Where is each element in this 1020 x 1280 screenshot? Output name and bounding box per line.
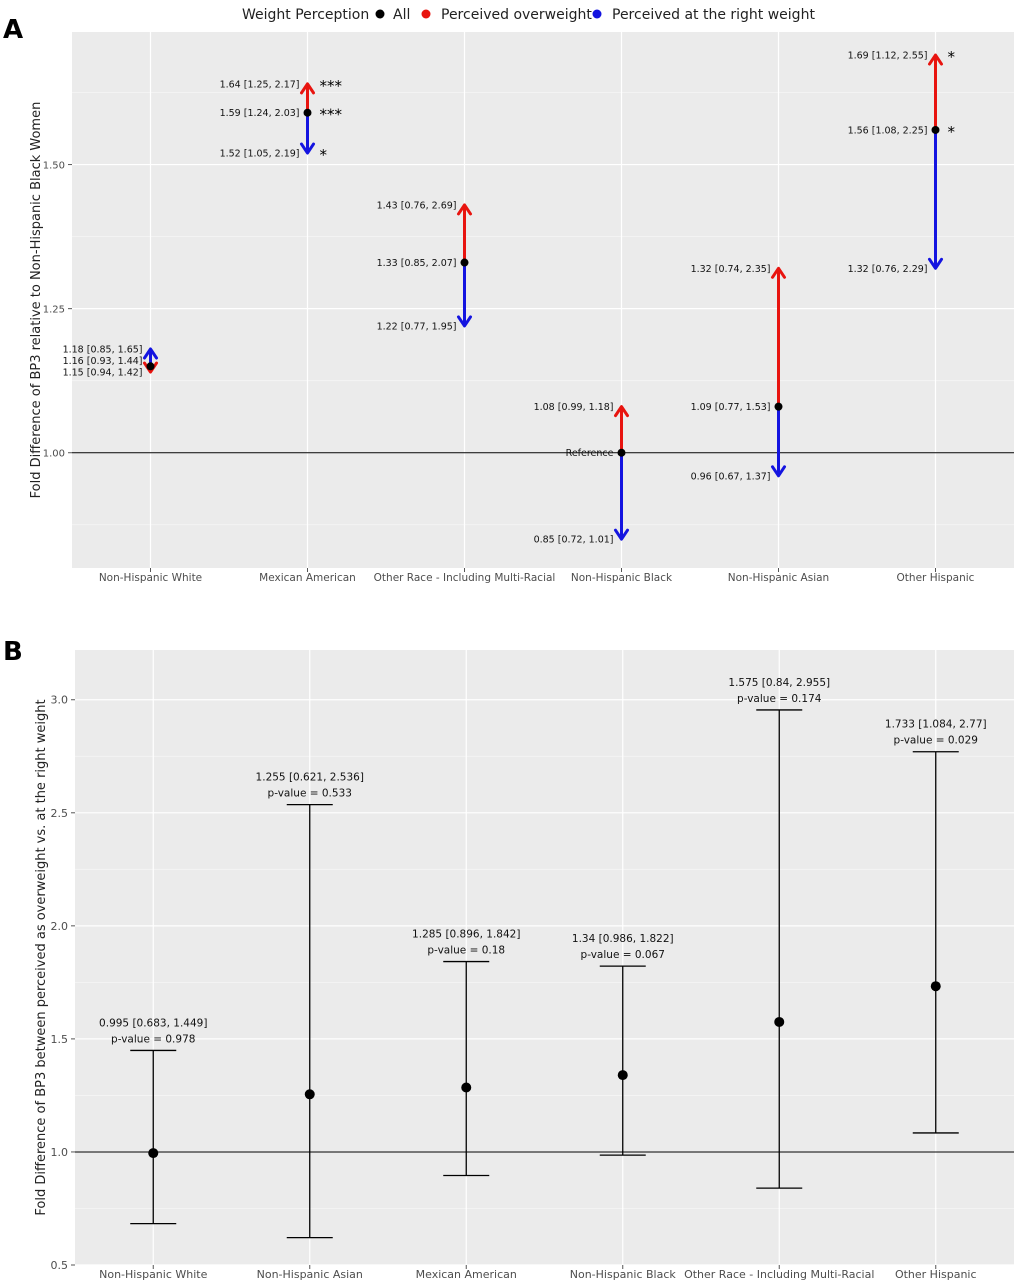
legend-marker-right-weight bbox=[592, 9, 602, 19]
panel-a-all-point bbox=[774, 402, 783, 411]
panel-a-significance-stars: * bbox=[948, 48, 956, 66]
panel-a-data-label: 1.32 [0.74, 2.35] bbox=[691, 264, 771, 275]
panel-b-ci-label: 1.575 [0.84, 2.955] bbox=[728, 677, 830, 689]
panel-a-data-label: 1.59 [1.24, 2.03] bbox=[220, 108, 300, 119]
panel-a-significance-stars: *** bbox=[320, 106, 343, 124]
legend-marker-all bbox=[375, 9, 385, 19]
panel-a-right-weight-arrow-head bbox=[300, 142, 315, 155]
panel-label-b: B bbox=[3, 637, 23, 667]
panel-a-significance-stars: * bbox=[320, 146, 328, 164]
panel-b-ci-label: 0.995 [0.683, 1.449] bbox=[99, 1017, 207, 1029]
panel-a-data-label: 1.15 [0.94, 1.42] bbox=[63, 368, 143, 379]
panel-b-estimate-point bbox=[617, 1070, 628, 1081]
panel-b-p-value-label: p-value = 0.18 bbox=[427, 945, 505, 957]
panel-a-overweight-arrow-head bbox=[457, 203, 472, 216]
panel-b-y-axis-title: Fold Difference of BP3 between perceived… bbox=[34, 699, 49, 1215]
panel-b-x-tick-label: Other Hispanic bbox=[895, 1268, 977, 1280]
panel-a-data-label: 1.56 [1.08, 2.25] bbox=[848, 125, 928, 136]
panel-a-y-tick-label: 1.25 bbox=[43, 305, 65, 316]
panel-a-right-weight-arrow-head bbox=[614, 528, 629, 541]
panel-a-data-label: 1.33 [0.85, 2.07] bbox=[377, 258, 457, 269]
panel-a-right-weight-arrow-head bbox=[771, 465, 786, 478]
legend: Weight Perception All Perceived overweig… bbox=[242, 7, 815, 23]
panel-b-estimate-point bbox=[304, 1089, 315, 1100]
panel-b-estimate-point bbox=[461, 1082, 472, 1093]
legend-label-right-weight: Perceived at the right weight bbox=[612, 7, 815, 23]
panel-a-significance-stars: * bbox=[948, 123, 956, 141]
panel-b-y-tick-label: 1.5 bbox=[51, 1033, 69, 1046]
panel-a-data-label: Reference bbox=[566, 448, 614, 459]
panel-a-y-axis-title: Fold Difference of BP3 relative to Non-H… bbox=[29, 102, 44, 499]
panel-a-right-weight-arrow-head bbox=[143, 347, 158, 360]
panel-a-data-label: 1.22 [0.77, 1.95] bbox=[377, 321, 457, 332]
panel-a-right-weight-arrow-head bbox=[457, 315, 472, 328]
panel-b-y-tick-label: 1.0 bbox=[51, 1146, 69, 1159]
panel-b-estimate-point bbox=[930, 981, 941, 992]
panel-b-estimate-point bbox=[148, 1148, 159, 1159]
legend-title: Weight Perception bbox=[242, 7, 369, 23]
panel-a-y-tick-label: 1.00 bbox=[43, 449, 65, 460]
legend-label-all: All bbox=[393, 7, 410, 23]
panel-a-x-tick-label: Non-Hispanic Black bbox=[571, 572, 673, 584]
panel-a-all-point bbox=[931, 125, 940, 134]
panel-b-x-tick-label: Mexican American bbox=[416, 1268, 517, 1280]
panel-a-data-label: 1.16 [0.93, 1.44] bbox=[63, 356, 143, 367]
panel-a-data-label: 0.85 [0.72, 1.01] bbox=[534, 535, 614, 546]
panel-a-data-label: 1.09 [0.77, 1.53] bbox=[691, 402, 771, 413]
panel-a-overweight-arrow-head bbox=[771, 266, 786, 279]
panel-a-x-tick-label: Other Race - Including Multi-Racial bbox=[374, 572, 556, 584]
panel-b-ci-label: 1.733 [1.084, 2.77] bbox=[885, 719, 987, 731]
panel-b-p-value-label: p-value = 0.978 bbox=[111, 1033, 195, 1045]
panel-a-data-label: 1.43 [0.76, 2.69] bbox=[377, 200, 457, 211]
panel-b-estimate-point bbox=[774, 1016, 785, 1027]
panel-b-ci-label: 1.255 [0.621, 2.536] bbox=[256, 772, 364, 784]
panel-a-data-label: 1.18 [0.85, 1.65] bbox=[63, 344, 143, 355]
panel-b-p-value-label: p-value = 0.174 bbox=[737, 693, 822, 705]
panel-a-x-tick-label: Non-Hispanic Asian bbox=[728, 572, 829, 584]
panel-label-a: A bbox=[3, 15, 23, 45]
panel-a-overweight-arrow-head bbox=[300, 82, 315, 95]
panel-b-y-tick-label: 2.5 bbox=[51, 807, 69, 820]
panel-b-x-tick-label: Other Race - Including Multi-Racial bbox=[684, 1268, 874, 1280]
panel-a-right-weight-arrow-head bbox=[928, 257, 943, 270]
panel-b-x-tick-label: Non-Hispanic Black bbox=[570, 1268, 677, 1280]
panel-a-x-tick-label: Mexican American bbox=[259, 572, 356, 584]
legend-label-overweight: Perceived overweight bbox=[441, 7, 592, 23]
panel-b-p-value-label: p-value = 0.533 bbox=[268, 788, 352, 800]
panel-a-data-label: 1.08 [0.99, 1.18] bbox=[534, 402, 614, 413]
panel-b-chart: 0.5 1.0 1.5 2.0 2.5 3.0 Non-Hispanic White Non-… bbox=[34, 650, 1014, 1280]
panel-a-x-tick-label: Non-Hispanic White bbox=[99, 572, 202, 584]
panel-a-data-label: 1.69 [1.12, 2.55] bbox=[848, 51, 928, 62]
panel-b-p-value-label: p-value = 0.067 bbox=[581, 949, 665, 961]
panel-a-all-point bbox=[460, 258, 469, 267]
panel-a-x-tick-label: Other Hispanic bbox=[897, 572, 975, 584]
panel-a-overweight-arrow-head bbox=[614, 405, 629, 418]
panel-b-background bbox=[75, 650, 1014, 1265]
panel-a-data-label: 1.52 [1.05, 2.19] bbox=[220, 149, 300, 160]
panel-b-x-tick-label: Non-Hispanic White bbox=[99, 1268, 207, 1280]
panel-a-data-label: 1.64 [1.25, 2.17] bbox=[220, 79, 300, 90]
panel-a-overweight-arrow-head bbox=[143, 361, 158, 374]
panel-b-ci-label: 1.34 [0.986, 1.822] bbox=[572, 933, 674, 945]
panel-a-background bbox=[72, 32, 1014, 568]
panel-a-y-tick-label: 1.50 bbox=[43, 161, 65, 172]
legend-marker-overweight bbox=[421, 9, 431, 19]
panel-b-y-tick-label: 3.0 bbox=[51, 694, 69, 707]
panel-b-x-tick-label: Non-Hispanic Asian bbox=[257, 1268, 363, 1280]
panel-b-p-value-label: p-value = 0.029 bbox=[894, 735, 978, 747]
panel-b-y-tick-label: 0.5 bbox=[51, 1259, 69, 1272]
panel-a-all-point bbox=[146, 362, 155, 371]
panel-a-chart: 1.00 1.25 1.50 Non-Hispanic White Mexican Am… bbox=[29, 32, 1014, 584]
panel-a-significance-stars: *** bbox=[320, 77, 343, 95]
panel-a-data-label: 1.32 [0.76, 2.29] bbox=[848, 264, 928, 275]
panel-a-all-point bbox=[303, 108, 312, 117]
panel-b-y-tick-label: 2.0 bbox=[51, 920, 69, 933]
panel-a-all-point bbox=[617, 448, 626, 457]
panel-b-ci-label: 1.285 [0.896, 1.842] bbox=[412, 929, 520, 941]
panel-a-data-label: 0.96 [0.67, 1.37] bbox=[691, 471, 771, 482]
panel-a-overweight-arrow-head bbox=[928, 53, 943, 66]
